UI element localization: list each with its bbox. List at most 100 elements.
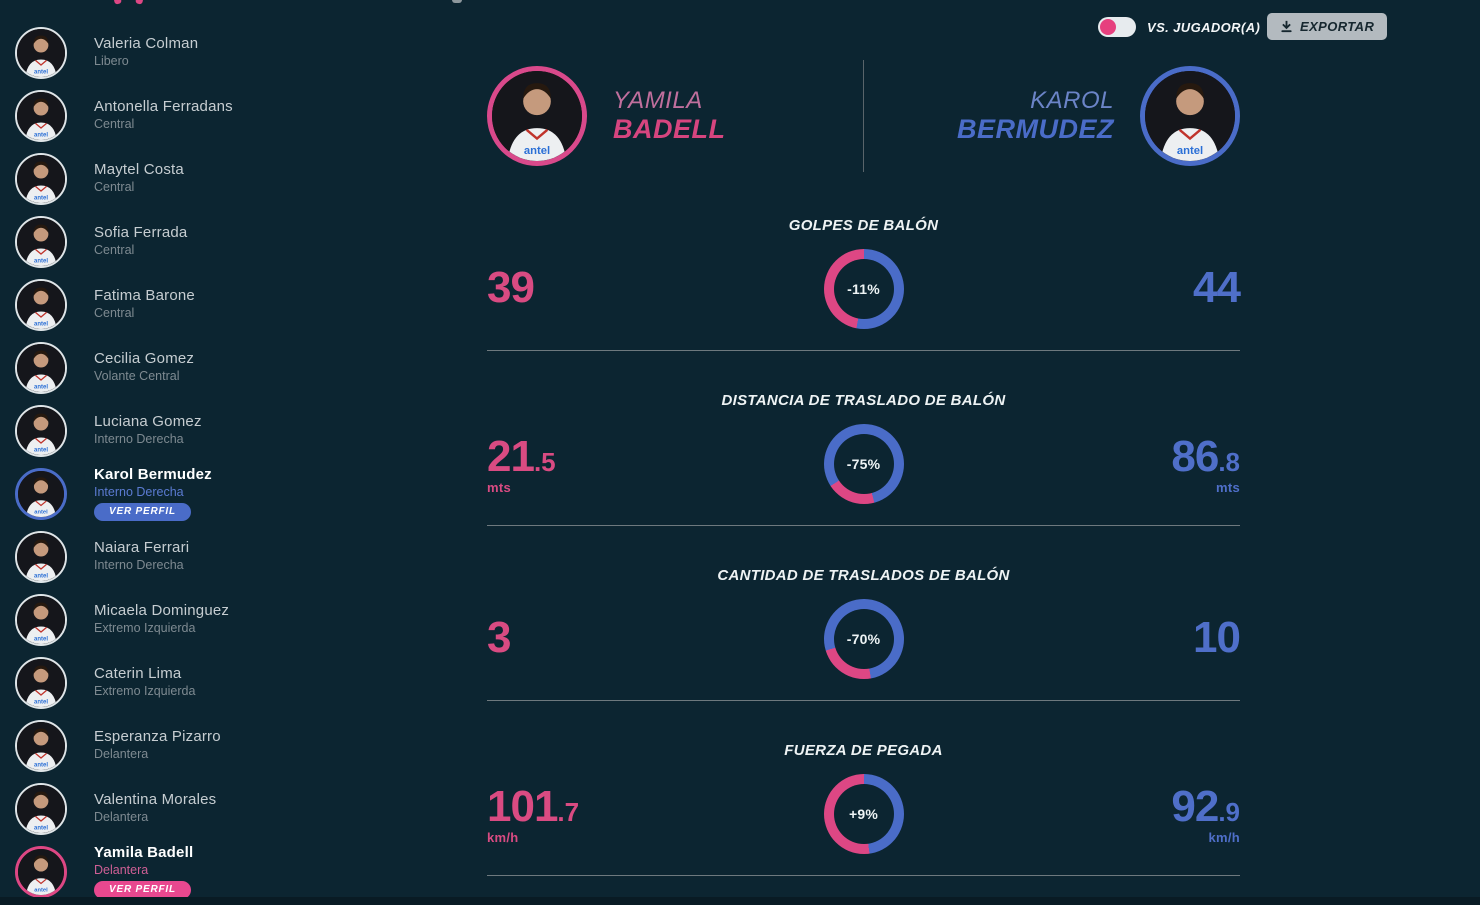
- player-roster-sidebar: Valeria Colman Libero Antonella Ferradan…: [0, 21, 470, 903]
- right-value-main: 10: [1193, 613, 1241, 662]
- player-info: Naiara Ferrari Interno Derecha: [94, 539, 189, 573]
- player-avatar[interactable]: [15, 467, 67, 520]
- stat-content: 39 -11% 44: [487, 241, 1241, 337]
- left-player-name: YAMILA BADELL: [613, 87, 726, 146]
- left-value-unit: mts: [487, 479, 512, 495]
- stat-left-value: 39: [487, 266, 657, 312]
- right-value-main: 44: [1193, 263, 1241, 312]
- player-photo: [17, 659, 65, 707]
- sidebar-player-item-2[interactable]: Maytel Costa Central: [0, 147, 470, 210]
- stat-content: 101.7 km/h +9% 92.9 km/h: [487, 766, 1240, 862]
- stat-right-value: 44: [1070, 263, 1241, 312]
- player-avatar[interactable]: [15, 341, 67, 394]
- stat-row: GOLPES DE BALÓN 39 -11% 44: [487, 217, 1241, 392]
- stat-row-divider: [487, 525, 1240, 526]
- sidebar-player-item-5[interactable]: Cecilia Gomez Volante Central: [0, 336, 470, 399]
- delta-percentage: -70%: [846, 631, 881, 647]
- comparison-donut-chart: +9%: [823, 774, 904, 854]
- player-position: Libero: [94, 54, 129, 69]
- player-name: Fatima Barone: [94, 287, 195, 305]
- view-profile-button[interactable]: VER PERFIL: [94, 881, 191, 900]
- player-avatar[interactable]: [15, 530, 67, 583]
- player-info: Karol Bermudez Interno Derecha VER PERFI…: [94, 466, 212, 522]
- right-value-unit: km/h: [1208, 829, 1240, 845]
- header-vertical-divider: [863, 60, 864, 172]
- player-position: Interno Derecha: [94, 432, 184, 447]
- export-button[interactable]: EXPORTAR: [1267, 13, 1388, 40]
- player-name: Naiara Ferrari: [94, 539, 190, 557]
- cutoff-header-fragment: [452, 0, 462, 3]
- sidebar-player-item-0[interactable]: Valeria Colman Libero: [0, 21, 470, 84]
- right-player-name: KAROL BERMUDEZ: [957, 87, 1114, 146]
- player-photo: [18, 471, 64, 517]
- sidebar-player-item-10[interactable]: Caterin Lima Extremo Izquierda: [0, 651, 470, 714]
- sidebar-player-item-3[interactable]: Sofia Ferrada Central: [0, 210, 470, 273]
- player-photo: [17, 344, 65, 392]
- player-position: Interno Derecha: [94, 558, 184, 573]
- player-position: Central: [94, 180, 135, 195]
- sidebar-player-item-9[interactable]: Micaela Dominguez Extremo Izquierda: [0, 588, 470, 651]
- toggle-track[interactable]: [1098, 17, 1136, 37]
- player-position: Central: [94, 243, 135, 258]
- left-value-decimal: .7: [557, 796, 580, 827]
- stat-row-divider: [487, 875, 1240, 876]
- player-photo: [17, 29, 65, 77]
- left-player-photo: [492, 71, 582, 161]
- player-position: Extremo Izquierda: [94, 684, 196, 699]
- player-avatar[interactable]: [15, 26, 67, 79]
- right-value-main: 86: [1171, 431, 1219, 481]
- right-player-avatar[interactable]: [1140, 66, 1240, 166]
- delta-percentage: -75%: [846, 456, 881, 472]
- vs-player-toggle[interactable]: VS. JUGADOR(A): [1098, 17, 1260, 37]
- player-info: Sofia Ferrada Central: [94, 224, 187, 258]
- stat-title: FUERZA DE PEGADA: [784, 742, 943, 759]
- delta-percentage: -11%: [847, 281, 880, 297]
- right-player-first-name: KAROL: [1030, 86, 1114, 114]
- player-name: Sofia Ferrada: [94, 224, 188, 242]
- sidebar-player-item-12[interactable]: Valentina Morales Delantera: [0, 777, 470, 840]
- player-avatar[interactable]: [15, 782, 67, 835]
- sidebar-player-item-13[interactable]: Yamila Badell Delantera VER PERFIL: [0, 840, 470, 903]
- left-player-avatar[interactable]: [487, 66, 587, 166]
- download-icon: [1281, 20, 1292, 33]
- left-value-unit: km/h: [487, 829, 519, 845]
- stat-right-value: 86.8 mts: [1070, 431, 1240, 494]
- player-name: Esperanza Pizarro: [94, 728, 221, 746]
- right-player-last-name: BERMUDEZ: [957, 114, 1114, 145]
- left-player-last-name: BADELL: [613, 114, 726, 145]
- player-info: Antonella Ferradans Central: [94, 98, 233, 132]
- player-avatar[interactable]: [15, 89, 67, 142]
- player-avatar[interactable]: [15, 278, 67, 331]
- left-value-main: 3: [487, 613, 512, 662]
- left-value-decimal: .5: [533, 446, 556, 477]
- left-value-main: 101: [487, 781, 558, 831]
- player-avatar[interactable]: [15, 845, 67, 898]
- right-value-decimal: .8: [1218, 446, 1240, 477]
- stat-content: 21.5 mts -75% 86.8 mts: [487, 416, 1240, 512]
- cutoff-header-fragment: [113, 0, 122, 5]
- comparison-donut-chart: -70%: [823, 599, 904, 679]
- stat-row: FUERZA DE PEGADA 101.7 km/h +9% 92.9 km/…: [487, 742, 1240, 905]
- stat-content: 3 -70% 10: [487, 591, 1241, 687]
- stat-left-value: 3: [487, 616, 657, 662]
- player-avatar[interactable]: [15, 152, 67, 205]
- player-avatar[interactable]: [15, 593, 67, 646]
- stat-row-divider: [487, 350, 1240, 351]
- sidebar-player-item-6[interactable]: Luciana Gomez Interno Derecha: [0, 399, 470, 462]
- player-info: Valentina Morales Delantera: [94, 791, 216, 825]
- player-position: Interno Derecha: [94, 484, 184, 499]
- sidebar-player-item-8[interactable]: Naiara Ferrari Interno Derecha: [0, 525, 470, 588]
- stat-left-value: 21.5 mts: [487, 434, 657, 495]
- player-avatar[interactable]: [15, 404, 67, 457]
- player-avatar[interactable]: [15, 656, 67, 709]
- player-avatar[interactable]: [15, 719, 67, 772]
- stat-right-value: 92.9 km/h: [1070, 784, 1240, 845]
- sidebar-player-item-4[interactable]: Fatima Barone Central: [0, 273, 470, 336]
- player-photo: [17, 155, 65, 203]
- player-avatar[interactable]: [15, 215, 67, 268]
- player-name: Yamila Badell: [94, 843, 194, 861]
- sidebar-player-item-7[interactable]: Karol Bermudez Interno Derecha VER PERFI…: [0, 462, 470, 525]
- sidebar-player-item-1[interactable]: Antonella Ferradans Central: [0, 84, 470, 147]
- sidebar-player-item-11[interactable]: Esperanza Pizarro Delantera: [0, 714, 470, 777]
- view-profile-button[interactable]: VER PERFIL: [94, 503, 191, 522]
